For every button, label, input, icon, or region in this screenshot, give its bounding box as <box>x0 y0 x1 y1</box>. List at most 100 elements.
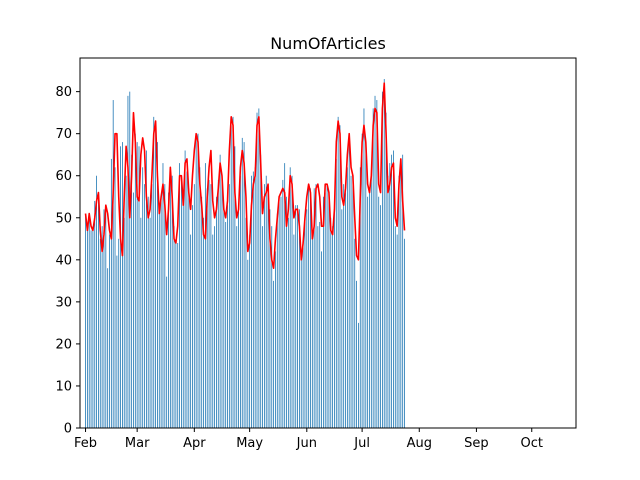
bar <box>173 226 175 428</box>
bar <box>169 167 171 428</box>
bar <box>179 163 180 429</box>
bar <box>94 200 96 428</box>
bar <box>263 184 265 428</box>
bar <box>393 150 394 428</box>
bar <box>175 243 177 428</box>
bar <box>334 205 335 428</box>
x-tick-label: Aug <box>407 436 432 451</box>
bar <box>171 175 173 428</box>
bar <box>400 158 402 428</box>
x-tick-label: Apr <box>183 436 206 451</box>
bar <box>376 100 378 429</box>
bar <box>350 175 352 428</box>
bar <box>151 184 153 428</box>
chart-title: NumOfArticles <box>270 34 386 53</box>
bar <box>217 179 219 428</box>
bar <box>144 184 145 428</box>
bar <box>306 209 308 428</box>
bar <box>256 112 258 428</box>
bar <box>404 238 405 428</box>
bar <box>402 154 404 428</box>
bar <box>394 226 396 428</box>
bar <box>206 188 208 428</box>
bar <box>92 226 94 428</box>
bar <box>287 217 289 428</box>
bar <box>134 133 136 428</box>
bar <box>140 217 142 428</box>
y-tick-label: 10 <box>55 379 72 394</box>
bar <box>308 184 310 428</box>
bar <box>265 175 267 428</box>
bar <box>370 175 372 428</box>
bar <box>103 209 105 428</box>
bar <box>212 234 214 428</box>
plot-area-frame <box>79 57 577 429</box>
bar <box>271 226 273 428</box>
bar <box>164 184 166 428</box>
bar <box>160 196 162 428</box>
bar <box>295 205 297 428</box>
bar <box>99 238 101 428</box>
bar <box>245 217 247 428</box>
bar-series <box>85 79 405 429</box>
line-series-path <box>84 82 406 270</box>
bar <box>210 184 212 428</box>
bar <box>275 251 276 428</box>
bar <box>145 150 147 428</box>
bar <box>317 226 319 428</box>
bar <box>345 192 346 428</box>
x-tick-label: Oct <box>521 436 543 451</box>
bar <box>269 209 271 428</box>
y-tick-label: 0 <box>64 422 72 437</box>
bar <box>348 133 350 428</box>
bar <box>85 213 86 428</box>
bar <box>381 91 383 428</box>
bar <box>184 150 186 428</box>
bar <box>133 192 134 428</box>
x-tick-label: Jun <box>296 436 317 451</box>
bar <box>398 175 400 428</box>
bar <box>116 255 118 428</box>
bar <box>369 192 370 428</box>
y-tick-label: 60 <box>55 169 72 184</box>
bar <box>299 209 300 428</box>
bar <box>195 137 197 428</box>
bar <box>339 125 341 429</box>
bar <box>114 167 116 428</box>
bar <box>356 280 357 428</box>
bar <box>105 213 107 428</box>
bar <box>122 142 123 428</box>
bar <box>219 154 221 428</box>
y-tick-label: 40 <box>55 253 72 268</box>
bar <box>254 167 256 428</box>
bar <box>101 226 103 428</box>
bar <box>107 268 109 428</box>
bar <box>247 259 249 428</box>
bar <box>216 196 217 428</box>
bar <box>214 226 215 428</box>
x-tick-label: Mar <box>125 436 150 451</box>
bar <box>367 196 369 428</box>
bar <box>86 230 88 428</box>
bar <box>341 209 343 428</box>
bar <box>232 116 234 429</box>
bar <box>158 209 160 428</box>
bar <box>286 196 287 428</box>
bar <box>372 108 374 428</box>
bar <box>252 171 254 428</box>
bar <box>168 192 169 428</box>
bar <box>396 234 398 428</box>
bar <box>378 196 380 428</box>
bar <box>238 209 239 428</box>
bar <box>192 205 193 428</box>
bar <box>149 217 151 428</box>
bar <box>96 175 97 428</box>
bar <box>374 95 376 428</box>
bar <box>361 133 363 428</box>
bar <box>304 221 306 428</box>
bar <box>129 91 131 428</box>
bar <box>204 163 206 429</box>
bar <box>181 179 182 428</box>
bar <box>162 163 164 429</box>
